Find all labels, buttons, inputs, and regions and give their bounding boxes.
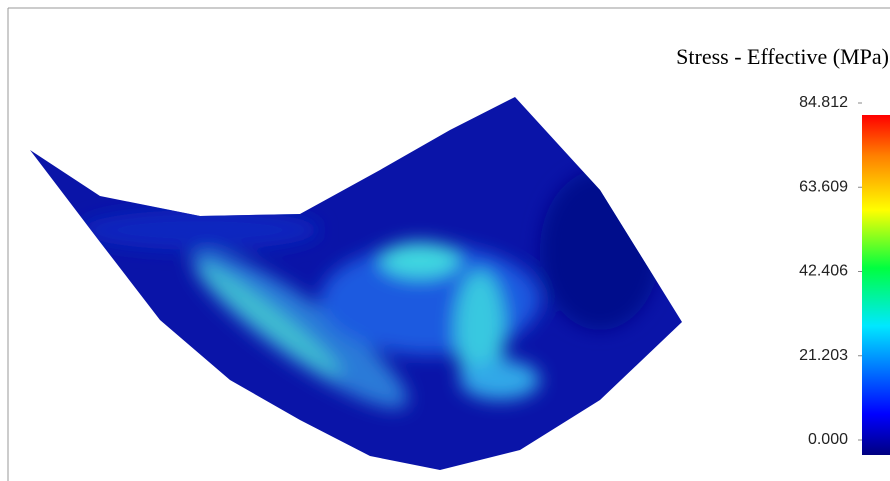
page: Stress - Effective (MPa) 0.000 21.203 42.4… <box>0 0 890 481</box>
tick-label: 21.203 <box>799 347 848 364</box>
tick-label: 0.000 <box>808 431 848 448</box>
stress-surface <box>30 97 682 470</box>
colorbar <box>862 115 890 455</box>
tick-label: 42.406 <box>799 263 848 280</box>
colorbar-ticks: 0.000 21.203 42.406 63.609 84.812 <box>799 94 862 448</box>
colorbar-title: Stress - Effective (MPa) <box>676 44 889 69</box>
tick-label: 84.812 <box>799 94 848 111</box>
tick-label: 63.609 <box>799 178 848 195</box>
